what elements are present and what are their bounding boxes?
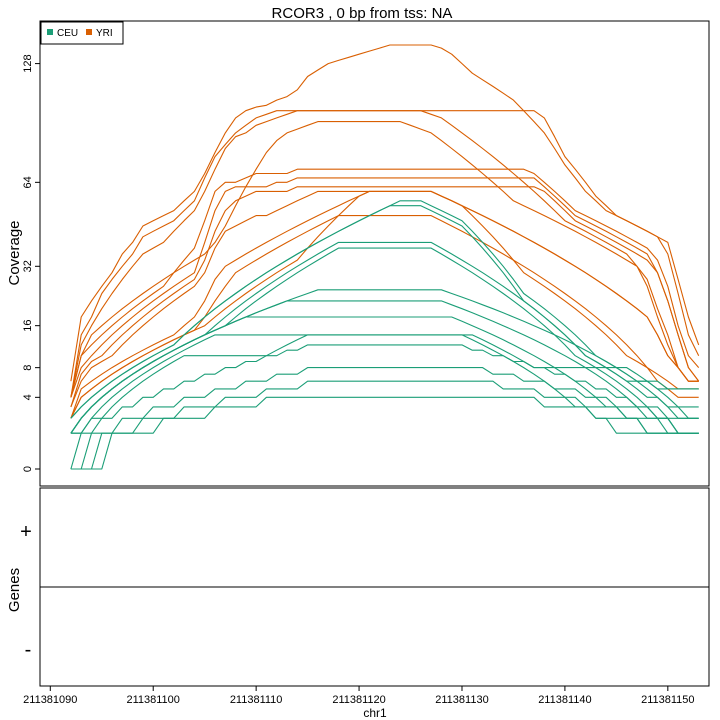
- x-tick-label: 211381120: [332, 694, 385, 706]
- y-tick-label: 4: [22, 394, 34, 400]
- series-line-yri: [70, 121, 699, 398]
- series-line-ceu: [70, 367, 699, 470]
- x-axis: 211381090 211381100 211381110 211381120 2113…: [23, 686, 695, 706]
- legend-swatch: [86, 29, 92, 35]
- series-line-yri: [70, 44, 700, 382]
- series-line-yri: [70, 190, 699, 419]
- y-tick-label: 16: [22, 320, 34, 332]
- series-line-yri: [70, 186, 700, 408]
- coverage-panel: [39, 20, 710, 487]
- x-tick-label: 211381110: [230, 694, 283, 706]
- y-tick-label: 128: [22, 54, 34, 72]
- legend-swatch: [47, 29, 53, 35]
- x-tick-label: 211381100: [126, 694, 179, 706]
- series-line-ceu: [70, 289, 699, 434]
- y-axis-label: Coverage: [6, 220, 23, 285]
- legend-label: CEU: [57, 28, 78, 39]
- y-axis: 0 4 8 16 32 64 128: [22, 54, 40, 472]
- y-tick-label: 8: [22, 365, 34, 371]
- strand-minus-label: -: [25, 639, 32, 661]
- series-line-ceu: [70, 241, 699, 434]
- strand-plus-label: +: [20, 521, 32, 543]
- series-line-ceu: [70, 200, 699, 419]
- y-tick-label: 32: [22, 260, 34, 272]
- series-line-ceu: [70, 344, 699, 470]
- series-line-yri: [70, 110, 699, 398]
- series-line-ceu: [70, 334, 699, 434]
- x-tick-label: 211381130: [435, 694, 488, 706]
- series-group: [70, 44, 700, 470]
- legend-label: YRI: [96, 28, 113, 39]
- x-tick-label: 211381140: [538, 694, 591, 706]
- x-axis-label: chr1: [363, 706, 387, 720]
- chart-title: RCOR3 , 0 bp from tss: NA: [272, 5, 453, 22]
- legend: CEU YRI: [40, 21, 124, 45]
- series-line-yri: [70, 177, 700, 398]
- series-line-ceu: [70, 396, 699, 470]
- series-line-ceu: [70, 205, 699, 419]
- y-tick-label: 64: [22, 176, 34, 188]
- genes-axis-label: Genes: [6, 568, 23, 612]
- x-tick-label: 211381090: [23, 694, 77, 706]
- x-tick-label: 211381150: [641, 694, 694, 706]
- y-tick-label: 0: [22, 466, 34, 472]
- series-line-yri: [70, 168, 700, 398]
- series-line-ceu: [70, 316, 699, 434]
- series-line-ceu: [70, 380, 699, 470]
- legend-box: [40, 21, 124, 45]
